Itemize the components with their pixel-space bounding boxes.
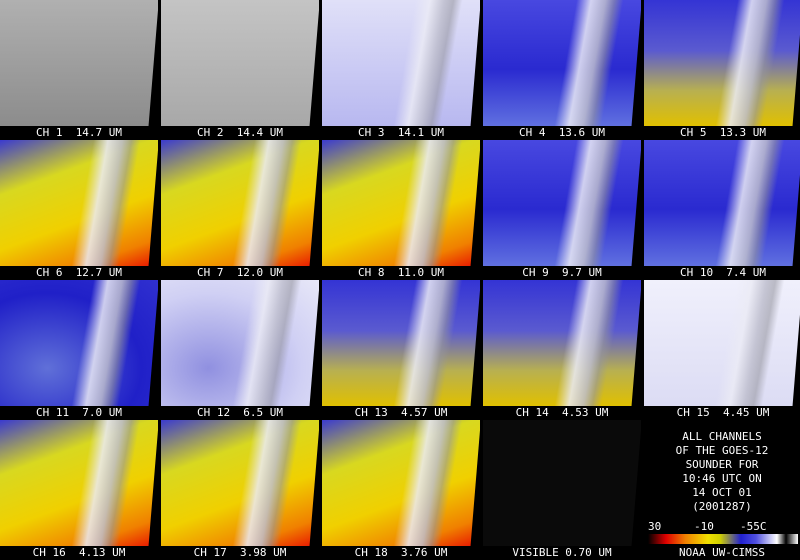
info-line: (2001287) — [692, 500, 752, 513]
satellite-image — [644, 140, 800, 266]
channel-label: CH 7 12.0 UM — [196, 266, 284, 279]
channel-label: CH 5 13.3 UM — [679, 126, 767, 139]
cloud-band — [322, 140, 480, 266]
info-line: 14 OCT 01 — [692, 486, 752, 499]
channel-label: CH 8 11.0 UM — [357, 266, 445, 279]
panel: CH 2 14.4 UM — [161, 0, 319, 140]
panel: VISIBLE 0.70 UM — [483, 420, 641, 560]
channel-label: CH 11 7.0 UM — [35, 406, 123, 419]
satellite-image — [161, 420, 319, 546]
cloud-band — [161, 140, 319, 266]
panel: CH 18 3.76 UM — [322, 420, 480, 560]
satellite-image — [161, 140, 319, 266]
channel-label: CH 4 13.6 UM — [518, 126, 606, 139]
info-text: ALL CHANNELS OF THE GOES-12 SOUNDER FOR 10:… — [644, 430, 800, 514]
channel-label: CH 12 6.5 UM — [196, 406, 284, 419]
panel: CH 7 12.0 UM — [161, 140, 319, 280]
info-line: ALL CHANNELS — [682, 430, 762, 443]
panel: CH 11 7.0 UM — [0, 280, 158, 420]
cloud-band — [322, 420, 480, 546]
satellite-image — [161, 280, 319, 406]
channel-label: CH 3 14.1 UM — [357, 126, 445, 139]
channel-label: CH 6 12.7 UM — [35, 266, 123, 279]
satellite-image — [322, 140, 480, 266]
satellite-image — [0, 280, 158, 406]
satellite-image — [644, 0, 800, 126]
cloud-band — [644, 140, 800, 266]
satellite-image — [644, 280, 800, 406]
channel-label: CH 10 7.4 UM — [679, 266, 767, 279]
satellite-image — [0, 420, 158, 546]
panel: CH 8 11.0 UM — [322, 140, 480, 280]
channel-label: CH 18 3.76 UM — [354, 546, 448, 559]
panel: CH 9 9.7 UM — [483, 140, 641, 280]
satellite-image — [483, 140, 641, 266]
cloud-band — [644, 280, 800, 406]
cloud-band — [0, 140, 158, 266]
channel-label: CH 17 3.98 UM — [193, 546, 287, 559]
channel-label: CH 1 14.7 UM — [35, 126, 123, 139]
satellite-image — [161, 0, 319, 126]
panel: CH 13 4.57 UM — [322, 280, 480, 420]
panel: CH 5 13.3 UM — [644, 0, 800, 140]
panel: CH 6 12.7 UM — [0, 140, 158, 280]
colorbar-label: 30 — [648, 520, 662, 533]
panel: CH 14 4.53 UM — [483, 280, 641, 420]
panel: CH 3 14.1 UM — [322, 0, 480, 140]
channel-label: CH 2 14.4 UM — [196, 126, 284, 139]
colorbar — [648, 534, 798, 544]
cloud-band — [0, 420, 158, 546]
cloud-band — [161, 280, 319, 406]
cloud-band — [644, 0, 800, 126]
satellite-image — [483, 280, 641, 406]
cloud-band — [483, 280, 641, 406]
satellite-image — [322, 280, 480, 406]
satellite-image — [0, 140, 158, 266]
channel-label: CH 15 4.45 UM — [676, 406, 770, 419]
credit: NOAA UW-CIMSS — [678, 546, 766, 559]
panel: CH 15 4.45 UM — [644, 280, 800, 420]
cloud-band — [483, 0, 641, 126]
satellite-image — [483, 0, 641, 126]
channel-label: CH 14 4.53 UM — [515, 406, 609, 419]
panel: CH 1 14.7 UM — [0, 0, 158, 140]
cloud-band — [0, 280, 158, 406]
channel-label: VISIBLE 0.70 UM — [512, 546, 612, 559]
satellite-image — [0, 0, 158, 126]
colorbar-label: -55C — [740, 520, 767, 533]
info-line: SOUNDER FOR — [685, 458, 759, 471]
panel: CH 4 13.6 UM — [483, 0, 641, 140]
panel: CH 12 6.5 UM — [161, 280, 319, 420]
panel: CH 17 3.98 UM — [161, 420, 319, 560]
satellite-image — [322, 420, 480, 546]
info-line: 10:46 UTC ON — [682, 472, 762, 485]
channel-label: CH 9 9.7 UM — [522, 266, 602, 279]
info-line: OF THE GOES-12 — [675, 444, 769, 457]
cloud-band — [483, 140, 641, 266]
channel-label: CH 16 4.13 UM — [32, 546, 126, 559]
cloud-band — [161, 420, 319, 546]
panel: CH 10 7.4 UM — [644, 140, 800, 280]
satellite-image — [322, 0, 480, 126]
satellite-image — [483, 420, 641, 546]
colorbar-label: -10 — [694, 520, 714, 533]
panel: CH 16 4.13 UM — [0, 420, 158, 560]
cloud-band — [322, 280, 480, 406]
channel-label: CH 13 4.57 UM — [354, 406, 448, 419]
cloud-band — [322, 0, 480, 126]
